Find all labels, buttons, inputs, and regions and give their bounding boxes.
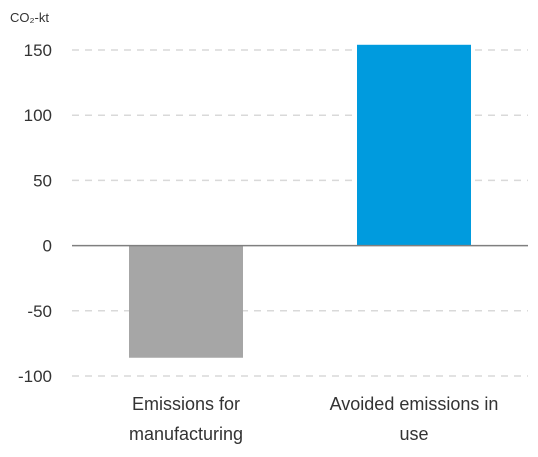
y-axis-unit-label: CO₂-kt <box>10 10 49 25</box>
y-axis-tick-labels: 150 100 50 0 -50 -100 <box>18 41 52 386</box>
y-tick-label: -100 <box>18 367 52 386</box>
y-tick-label: 0 <box>43 237 52 256</box>
y-tick-label: 100 <box>24 106 52 125</box>
category-label-line: manufacturing <box>129 424 243 444</box>
category-label-line: Avoided emissions in <box>330 394 499 414</box>
category-labels: Emissions for manufacturing Avoided emissi… <box>129 394 498 444</box>
category-label-line: Emissions for <box>132 394 240 414</box>
category-label-line: use <box>399 424 428 444</box>
bar-1 <box>129 245 243 358</box>
y-tick-label: 150 <box>24 41 52 60</box>
bar-2 <box>357 44 471 246</box>
y-tick-label: -50 <box>27 302 52 321</box>
y-tick-label: 50 <box>33 171 52 190</box>
bars <box>129 44 471 358</box>
